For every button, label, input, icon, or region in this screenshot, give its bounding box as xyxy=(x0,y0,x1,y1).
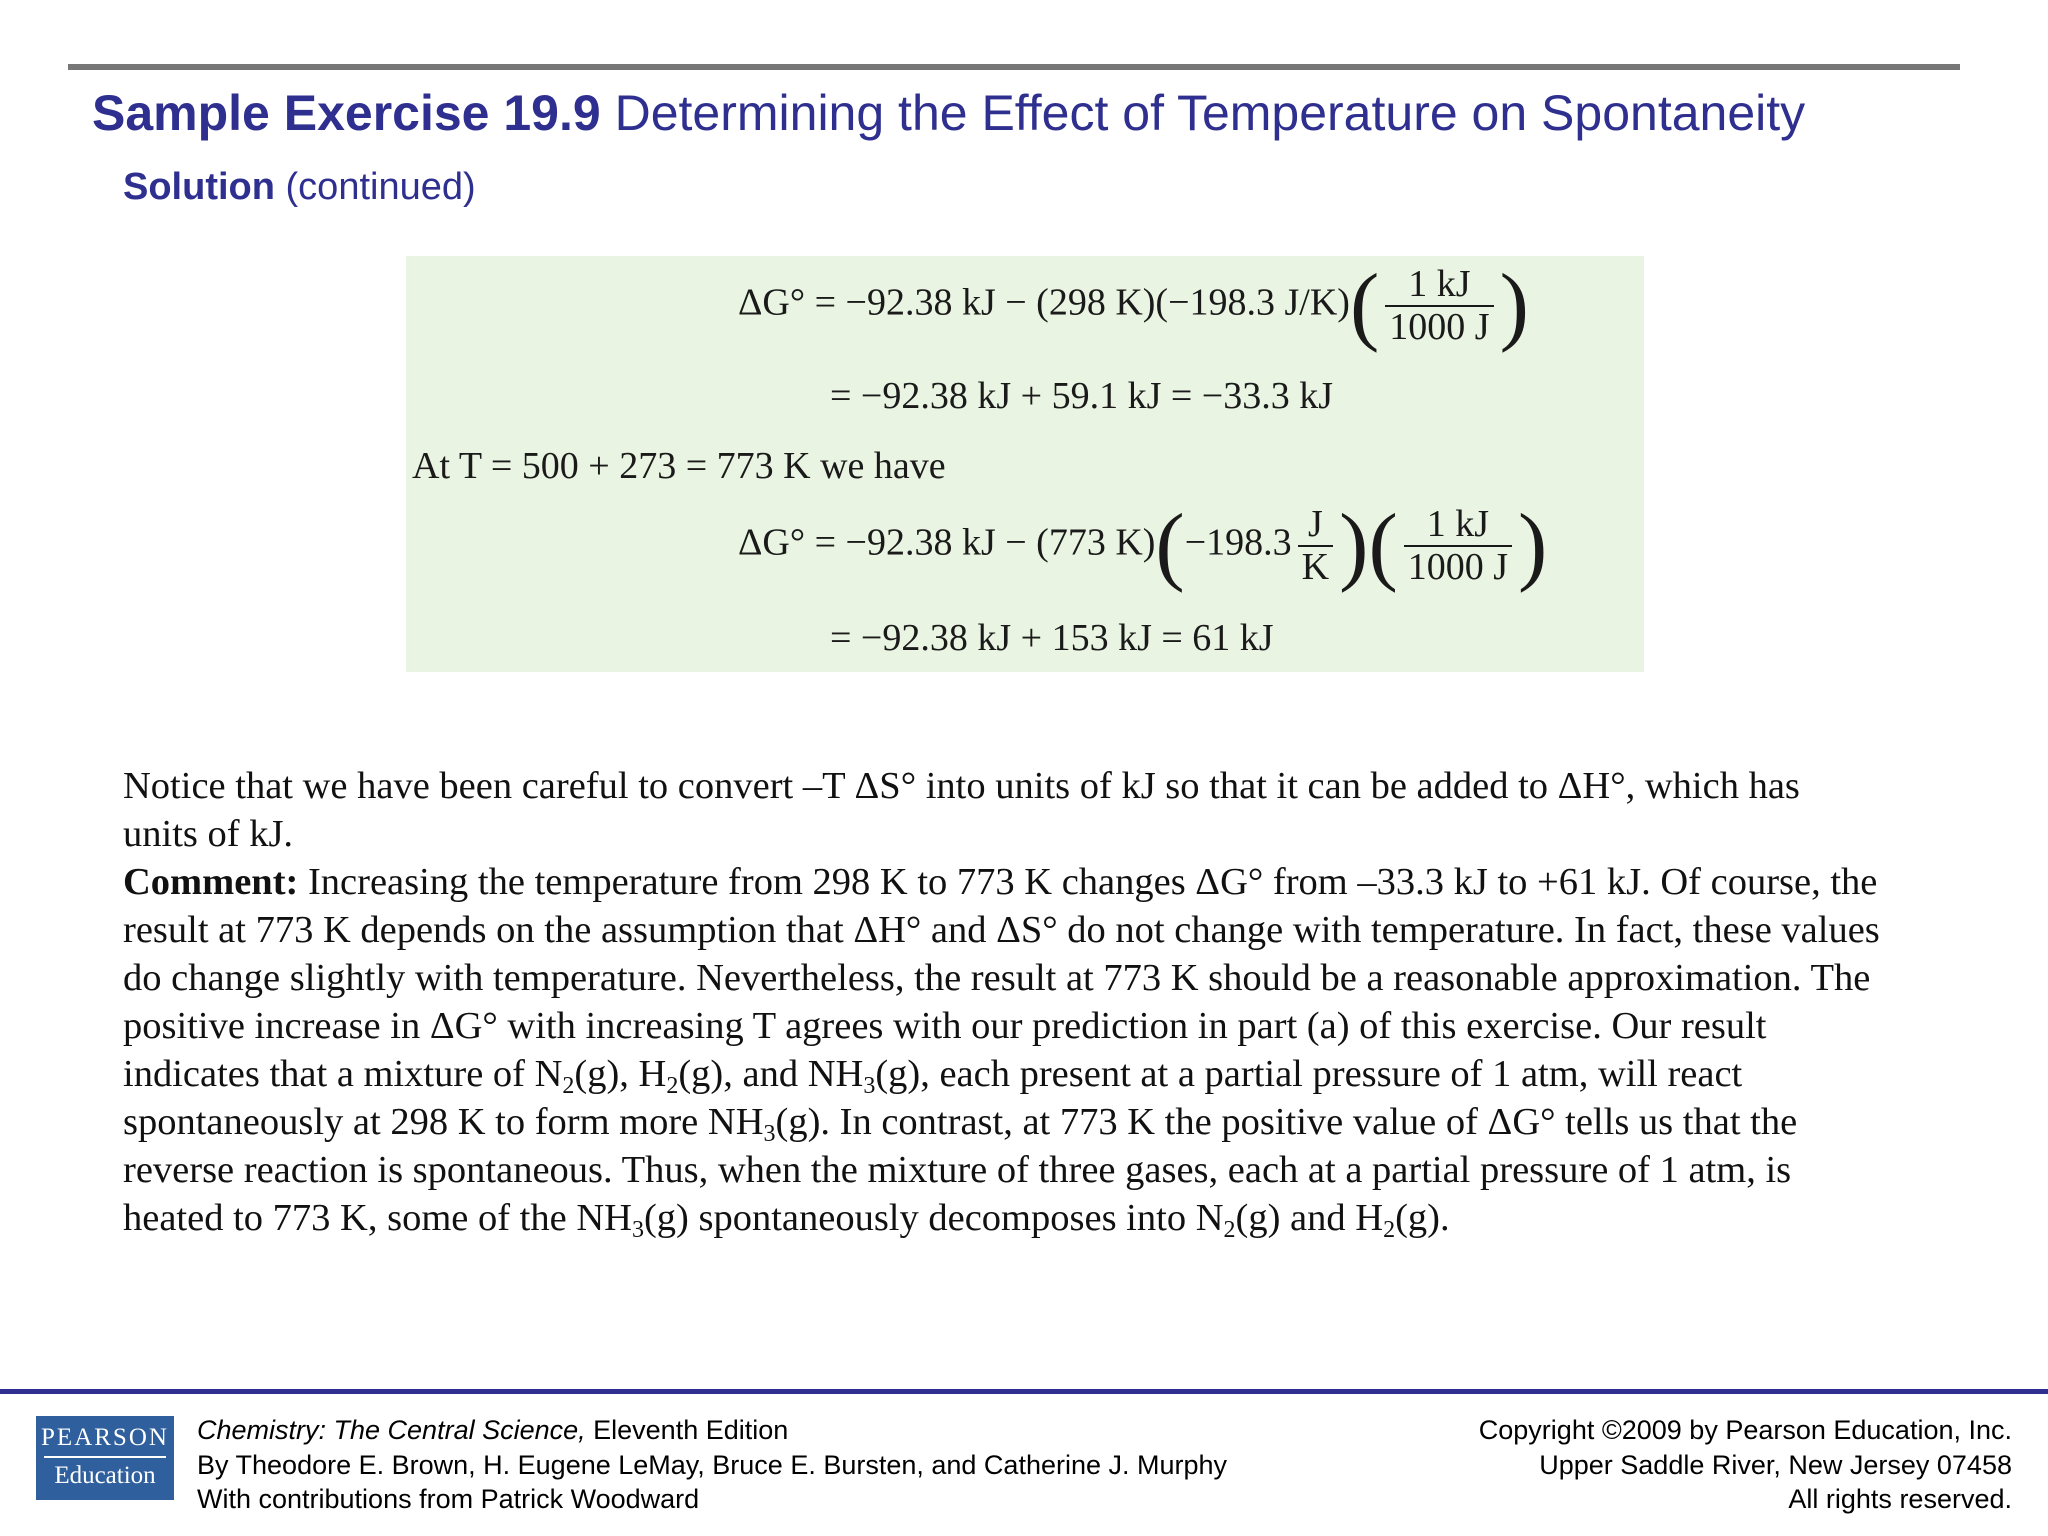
entropy-value: −198.3 xyxy=(1184,521,1292,564)
comment-label: Comment: xyxy=(123,861,299,903)
unit-note-paragraph: Notice that we have been careful to conv… xyxy=(123,765,1800,855)
comment-paragraph: Comment: Increasing the temperature from… xyxy=(123,861,1880,1243)
equation-line-3: At T = 500 + 273 = 773 K we have xyxy=(412,445,946,487)
right-paren: ) xyxy=(1499,257,1529,354)
book-contributors: With contributions from Patrick Woodward xyxy=(197,1484,700,1514)
fraction-numerator: 1 kJ xyxy=(1385,263,1494,307)
fraction-denominator: K xyxy=(1301,546,1330,588)
left-paren: ( xyxy=(1368,497,1398,594)
book-title-line: Chemistry: The Central Science, Eleventh… xyxy=(197,1413,1227,1448)
subtitle-continued: (continued) xyxy=(285,166,476,208)
equation-line-5: = −92.38 kJ + 153 kJ = 61 kJ xyxy=(830,617,1274,659)
equation-1-rhs: −92.38 kJ − (298 K)(−198.3 J/K) xyxy=(845,281,1350,324)
book-edition: Eleventh Edition xyxy=(585,1415,789,1445)
equation-line-4: ΔG° = −92.38 kJ − (773 K)(−198.3 J K)(1 kJ… xyxy=(738,502,1547,590)
book-credits: Chemistry: The Central Science, Eleventh… xyxy=(197,1413,1227,1517)
equation-line-2: = −92.38 kJ + 59.1 kJ = −33.3 kJ xyxy=(830,375,1334,417)
pearson-logo: PEARSON Education xyxy=(36,1416,174,1500)
copyright-line: Copyright ©2009 by Pearson Education, In… xyxy=(1478,1415,2012,1445)
left-paren: ( xyxy=(1349,257,1380,354)
subtitle-solution: Solution xyxy=(123,166,275,208)
logo-education-text: Education xyxy=(44,1456,166,1490)
top-divider xyxy=(68,64,1960,70)
book-authors: By Theodore E. Brown, H. Eugene LeMay, B… xyxy=(197,1449,1228,1480)
equation-4-rhs: −92.38 kJ − (773 K) xyxy=(845,521,1156,564)
right-paren: ) xyxy=(1339,497,1369,594)
explanation-text: Notice that we have been careful to conv… xyxy=(123,762,1883,1242)
logo-pearson-text: PEARSON xyxy=(41,1424,169,1451)
fraction-denominator: 1000 J xyxy=(1389,306,1490,348)
slide-title: Sample Exercise 19.9 Determining the Eff… xyxy=(92,84,1805,142)
fraction-denominator: 1000 J xyxy=(1407,546,1509,588)
book-title: Chemistry: The Central Science, xyxy=(197,1415,586,1445)
title-topic: Determining the Effect of Temperature on… xyxy=(614,85,1806,141)
fraction-numerator: J xyxy=(1297,503,1334,547)
equation-1-lhs: ΔG° = xyxy=(738,281,846,324)
equation-4-lhs: ΔG° = xyxy=(738,521,846,564)
copyright-notice: Copyright ©2009 by Pearson Education, In… xyxy=(1479,1413,2012,1517)
kj-per-j-fraction: 1 kJ 1000 J xyxy=(1403,503,1513,588)
left-paren: ( xyxy=(1155,497,1185,594)
right-paren: ) xyxy=(1518,497,1548,594)
rights-line: All rights reserved. xyxy=(1788,1484,2012,1514)
slide-subtitle: Solution (continued) xyxy=(123,166,476,209)
footer-divider xyxy=(0,1389,2048,1394)
equation-panel: ΔG° = −92.38 kJ − (298 K)(−198.3 J/K)(1 … xyxy=(406,256,1644,672)
fraction-numerator: 1 kJ xyxy=(1403,503,1513,547)
publisher-address: Upper Saddle River, New Jersey 07458 xyxy=(1539,1449,2012,1480)
title-exercise-number: Sample Exercise 19.9 xyxy=(92,85,601,141)
equation-line-1: ΔG° = −92.38 kJ − (298 K)(−198.3 J/K)(1 … xyxy=(738,262,1529,350)
kj-per-j-fraction: 1 kJ 1000 J xyxy=(1385,263,1494,348)
